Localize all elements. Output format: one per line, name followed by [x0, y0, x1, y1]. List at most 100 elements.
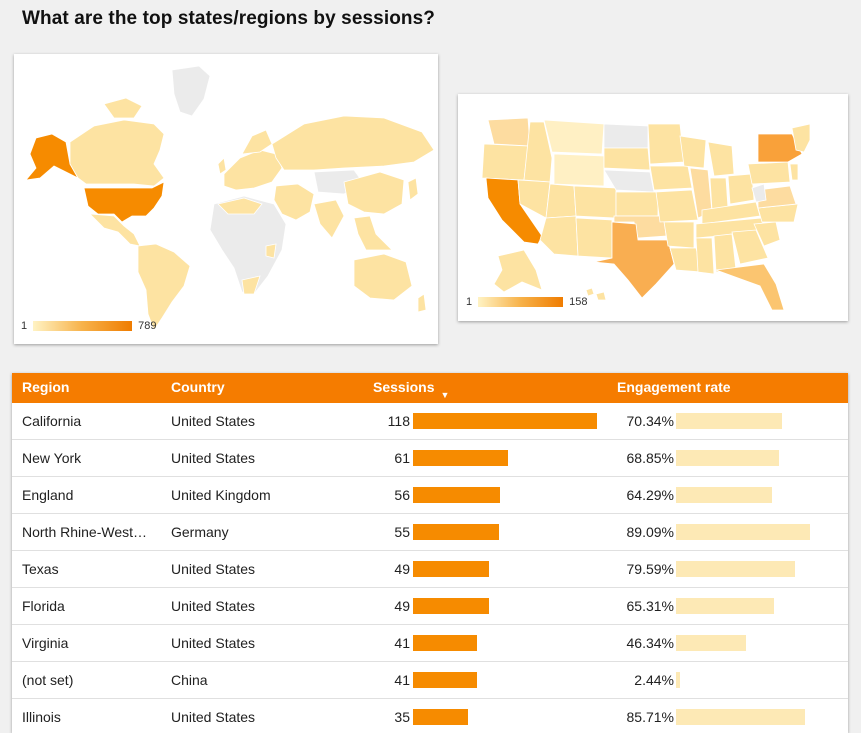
- cell-country: United States: [171, 598, 256, 614]
- sessions-bar: [413, 450, 508, 466]
- state-colorado: [573, 185, 617, 219]
- column-header-sessions[interactable]: Sessions ▼: [373, 379, 449, 400]
- legend-gradient: [478, 297, 564, 307]
- us-states-map[interactable]: [458, 94, 848, 321]
- table-header: Region Country Sessions ▼ Engagement rate: [12, 373, 848, 403]
- state-arizona: [539, 215, 579, 257]
- region-europe: [223, 149, 283, 191]
- cell-country: United Kingdom: [171, 487, 271, 503]
- region-canada-islands: [103, 97, 143, 119]
- state-indiana: [709, 177, 729, 211]
- region-new-zealand: [417, 293, 427, 313]
- state-new-england: [791, 123, 811, 153]
- state-west-virginia: [751, 183, 767, 203]
- state-washington: [487, 117, 531, 147]
- state-missouri: [655, 189, 699, 223]
- state-mississippi: [695, 237, 715, 275]
- cell-region: California: [22, 413, 82, 429]
- engagement-bar: [676, 413, 782, 429]
- column-header-country[interactable]: Country: [171, 379, 225, 395]
- state-iowa: [649, 165, 693, 191]
- region-south-america: [137, 243, 191, 331]
- legend-min-label: 1: [466, 296, 473, 308]
- region-greenland: [171, 65, 211, 117]
- region-scandinavia: [241, 129, 273, 155]
- cell-sessions: 49: [394, 598, 410, 614]
- table-row[interactable]: England United Kingdom 56 64.29%: [12, 477, 848, 514]
- cell-engagement-rate: 64.29%: [626, 487, 674, 503]
- cell-country: United States: [171, 561, 256, 577]
- engagement-bar: [676, 598, 774, 614]
- table-row[interactable]: New York United States 61 68.85%: [12, 440, 848, 477]
- cell-region: Florida: [22, 598, 65, 614]
- state-pennsylvania: [747, 161, 791, 185]
- region-india: [313, 199, 345, 239]
- region-kenya: [265, 243, 277, 259]
- cell-sessions: 41: [394, 672, 410, 688]
- cell-sessions: 56: [394, 487, 410, 503]
- state-wisconsin: [679, 135, 707, 169]
- region-china: [343, 171, 405, 215]
- sessions-bar: [413, 709, 468, 725]
- table-row[interactable]: North Rhine-West… Germany 55 89.09%: [12, 514, 848, 551]
- sessions-bar: [413, 598, 489, 614]
- state-new-jersey: [789, 163, 799, 181]
- engagement-bar: [676, 524, 810, 540]
- state-alabama: [713, 233, 737, 273]
- table-row[interactable]: Illinois United States 35 85.71%: [12, 699, 848, 733]
- table-row[interactable]: (not set) China 41 2.44%: [12, 662, 848, 699]
- world-map[interactable]: [14, 54, 438, 344]
- state-ohio: [727, 173, 755, 205]
- state-kansas: [615, 191, 659, 217]
- regions-table: Region Country Sessions ▼ Engagement rate…: [12, 373, 848, 733]
- engagement-bar: [676, 672, 680, 688]
- state-texas: [593, 221, 675, 299]
- table-row[interactable]: Virginia United States 41 46.34%: [12, 625, 848, 662]
- legend-max-label: 158: [569, 296, 588, 308]
- sessions-bar: [413, 413, 597, 429]
- state-minnesota: [647, 123, 685, 165]
- state-new-mexico: [575, 217, 613, 259]
- cell-region: England: [22, 487, 74, 503]
- region-mexico: [88, 213, 141, 247]
- table-row[interactable]: Florida United States 49 65.31%: [12, 588, 848, 625]
- engagement-bar: [676, 450, 779, 466]
- cell-sessions: 61: [394, 450, 410, 466]
- cell-region: Texas: [22, 561, 59, 577]
- state-south-dakota: [603, 147, 651, 171]
- world-map-legend: 1 789: [21, 320, 156, 332]
- cell-engagement-rate: 79.59%: [626, 561, 674, 577]
- engagement-bar: [676, 487, 772, 503]
- region-alaska: [25, 133, 80, 181]
- cell-region: (not set): [22, 672, 74, 688]
- sessions-bar: [413, 635, 477, 651]
- table-row[interactable]: Texas United States 49 79.59%: [12, 551, 848, 588]
- table-row[interactable]: California United States 118 70.34%: [12, 403, 848, 440]
- world-map-card[interactable]: 1 789: [14, 54, 438, 344]
- engagement-bar: [676, 635, 746, 651]
- sort-descending-icon[interactable]: ▼: [440, 390, 450, 400]
- cell-sessions: 49: [394, 561, 410, 577]
- state-montana: [543, 119, 605, 155]
- us-map-card[interactable]: 1 158: [458, 94, 848, 321]
- column-header-engagement-rate[interactable]: Engagement rate: [617, 379, 731, 395]
- state-idaho: [523, 121, 553, 183]
- state-alaska: [493, 249, 543, 293]
- cell-engagement-rate: 65.31%: [626, 598, 674, 614]
- region-south-africa: [241, 275, 261, 295]
- cell-sessions: 118: [387, 413, 410, 429]
- cell-region: North Rhine-West…: [22, 524, 148, 540]
- state-michigan: [707, 141, 735, 177]
- region-middle-east: [273, 183, 315, 221]
- state-south-carolina: [753, 221, 781, 247]
- region-usa: [83, 181, 165, 223]
- column-header-region[interactable]: Region: [22, 379, 70, 395]
- cell-sessions: 41: [394, 635, 410, 651]
- cell-country: United States: [171, 709, 256, 725]
- cell-engagement-rate: 89.09%: [626, 524, 674, 540]
- state-new-york: [757, 133, 803, 163]
- region-se-asia: [353, 215, 393, 251]
- cell-country: Germany: [171, 524, 229, 540]
- cell-engagement-rate: 2.44%: [634, 672, 674, 688]
- state-florida: [715, 263, 785, 311]
